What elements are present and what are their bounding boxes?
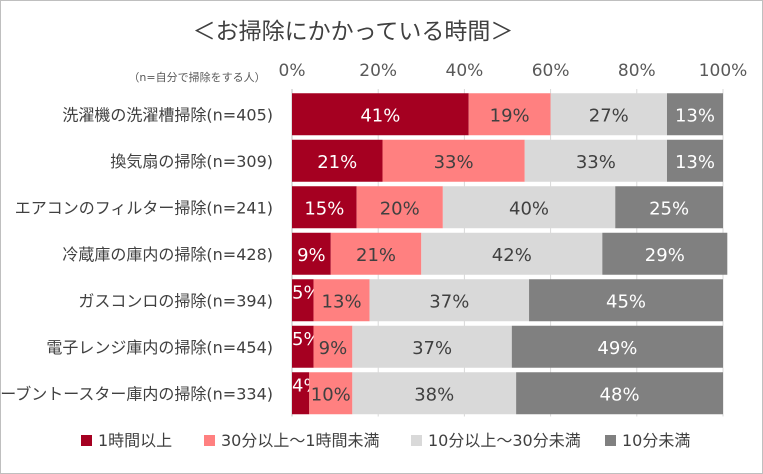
- bar-segment: [516, 372, 723, 415]
- bar-segment: [292, 186, 357, 229]
- bar-segment: [313, 279, 370, 322]
- data-label: 13%: [322, 291, 362, 312]
- bar-segment: [292, 372, 310, 415]
- category-label: 冷蔵庫の庫内の掃除(n=428): [62, 245, 273, 264]
- data-label: 27%: [589, 105, 629, 126]
- data-label: 9%: [319, 338, 348, 359]
- x-tick-label: 0%: [279, 61, 306, 81]
- category-label: 洗濯機の洗濯槽掃除(n=405): [62, 105, 273, 124]
- bar-segment: [330, 232, 422, 275]
- bar-segment: [292, 93, 469, 136]
- data-label: 38%: [414, 384, 454, 405]
- data-label: 25%: [649, 198, 689, 219]
- x-tick-label: 100%: [699, 61, 748, 81]
- bar-segment: [442, 186, 616, 229]
- data-label: 19%: [490, 105, 530, 126]
- bar-segment: [356, 186, 443, 229]
- data-label: 21%: [356, 245, 396, 266]
- category-labels: 洗濯機の洗濯槽掃除(n=405) 換気扇の掃除(n=309) エアコンのフィルター掃…: [1, 105, 273, 403]
- data-label: 21%: [317, 152, 357, 173]
- legend-label: 1時間以上: [98, 431, 172, 450]
- bar-segment: [352, 372, 517, 415]
- bar-segment: [369, 279, 530, 322]
- data-label: 33%: [576, 152, 616, 173]
- bar-segment: [309, 372, 353, 415]
- legend-label: 30分以上～1時間未満: [221, 431, 380, 450]
- bar-segment: [666, 93, 723, 136]
- chart-title: ＜お掃除にかかっている時間＞: [193, 19, 514, 45]
- x-tick-label: 60%: [532, 61, 570, 81]
- legend-swatch: [411, 435, 422, 446]
- legend-label: 10分以上～30分未満: [428, 431, 581, 450]
- legend: 1時間以上 30分以上～1時間未満 10分以上～30分未満 10分未満: [81, 431, 690, 450]
- category-label: 電子レンジ庫内の掃除(n=454): [46, 338, 273, 357]
- bar-segment: [382, 139, 525, 182]
- legend-swatch: [605, 435, 616, 446]
- chart-subtitle: （n=自分で掃除をする人）: [128, 70, 265, 84]
- data-label: 29%: [645, 245, 685, 266]
- bar-segment: [666, 139, 723, 182]
- bar-segment: [550, 93, 667, 136]
- data-label: 37%: [412, 338, 452, 359]
- bar-segment: [511, 325, 723, 368]
- bar-segment: [313, 325, 353, 368]
- data-label: 48%: [600, 384, 640, 405]
- data-label: 13%: [675, 105, 715, 126]
- category-label: 換気扇の掃除(n=309): [110, 152, 273, 171]
- legend-label: 10分未満: [622, 431, 690, 450]
- bar-segment: [292, 325, 314, 368]
- data-label: 9%: [297, 245, 326, 266]
- data-label: 40%: [509, 198, 549, 219]
- legend-swatch: [81, 435, 92, 446]
- bar-segment: [524, 139, 667, 182]
- bar-segment: [468, 93, 551, 136]
- data-label: 41%: [360, 105, 400, 126]
- legend-swatch: [204, 435, 215, 446]
- category-label: ガスコンロの掃除(n=394): [78, 291, 273, 310]
- category-label: エアコンのフィルター掃除(n=241): [15, 198, 273, 217]
- data-label: 37%: [429, 291, 469, 312]
- x-axis-ticks: 0% 20% 40% 60% 80% 100%: [279, 61, 748, 81]
- bar-segment: [615, 186, 723, 229]
- data-label: 49%: [597, 338, 637, 359]
- x-tick-label: 80%: [618, 61, 656, 81]
- bar-segment: [292, 232, 331, 275]
- bar-segment: [292, 279, 314, 322]
- x-tick-label: 40%: [446, 61, 484, 81]
- data-label: 5%: [292, 282, 321, 303]
- category-label: オーブントースター庫内の掃除(n=334): [1, 384, 273, 403]
- data-label: 20%: [380, 198, 420, 219]
- bar-segment: [352, 325, 512, 368]
- data-label: 10%: [311, 384, 351, 405]
- data-label: 42%: [492, 245, 532, 266]
- data-label: 45%: [606, 291, 646, 312]
- bar-segment: [529, 279, 723, 322]
- x-tick-label: 20%: [359, 61, 397, 81]
- data-label: 5%: [292, 329, 321, 350]
- data-label: 33%: [434, 152, 474, 173]
- data-label: 15%: [304, 198, 344, 219]
- bar-segment: [602, 232, 728, 275]
- bar-segment: [421, 232, 603, 275]
- bars: 41% 19% 27% 13% 21% 33% 33% 13% 15% 20% 40% 25% 9% 21…: [292, 93, 728, 415]
- bar-segment: [292, 139, 383, 182]
- data-label: 13%: [675, 152, 715, 173]
